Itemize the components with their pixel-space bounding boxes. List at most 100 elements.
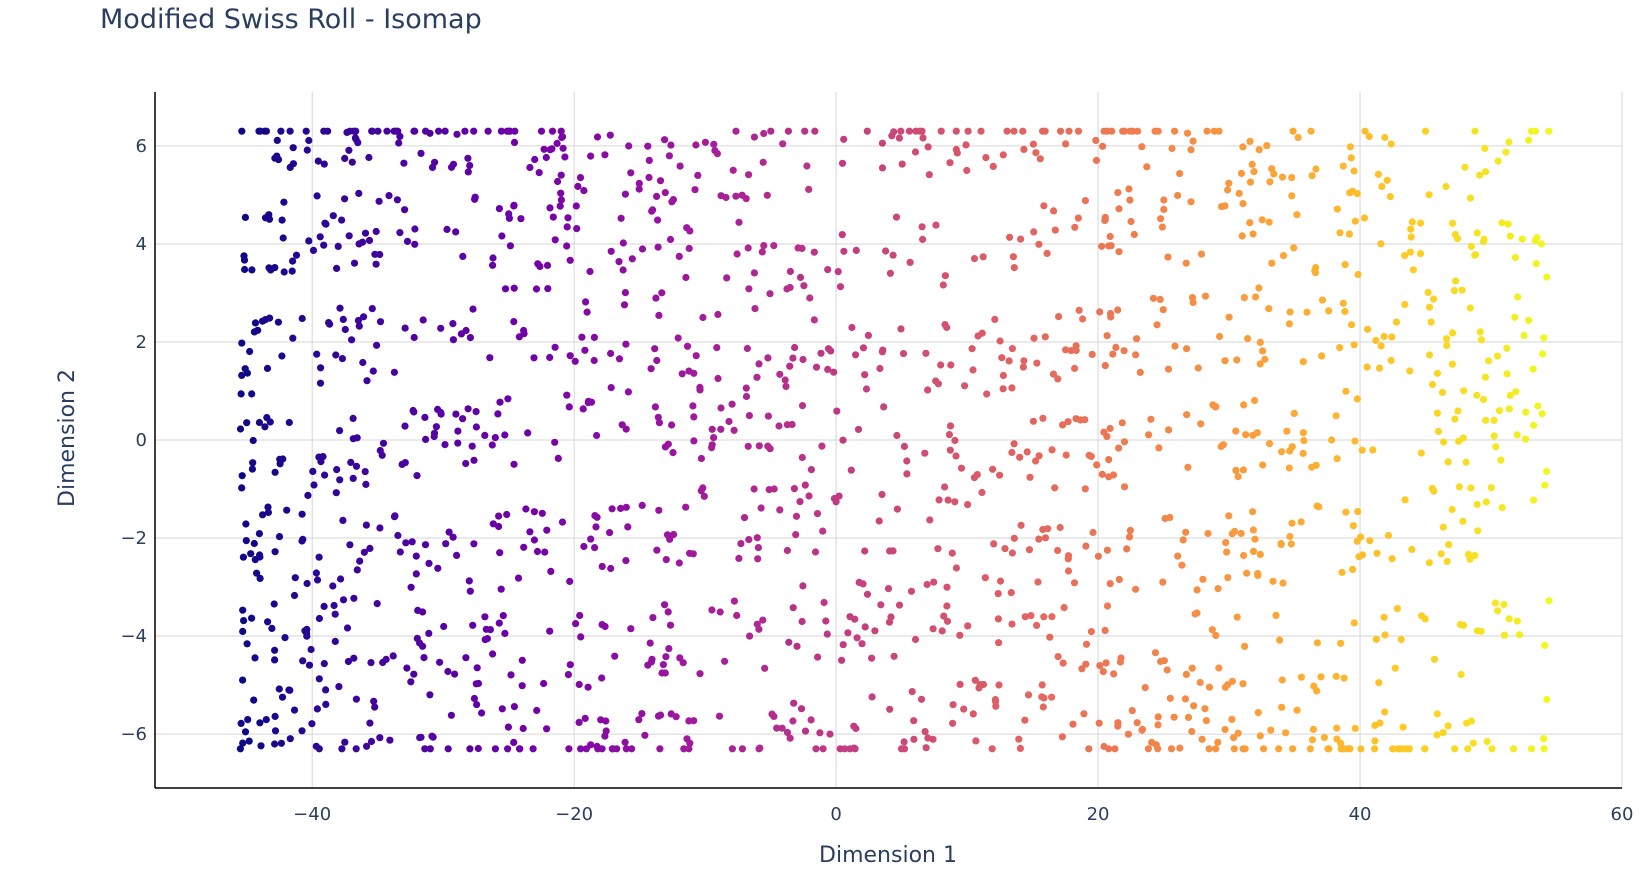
data-point	[1032, 457, 1040, 465]
data-point	[250, 539, 258, 548]
data-point	[1498, 219, 1506, 227]
data-point	[656, 177, 665, 185]
data-point	[1120, 347, 1128, 355]
data-point	[659, 661, 668, 669]
data-point	[489, 254, 497, 262]
data-point	[1080, 710, 1088, 718]
data-point	[690, 717, 698, 725]
data-point	[1461, 163, 1469, 171]
data-point	[335, 683, 343, 691]
data-point	[1506, 391, 1514, 399]
data-point	[256, 719, 264, 727]
data-point	[628, 255, 636, 263]
data-point	[1144, 745, 1152, 753]
data-point	[1221, 683, 1229, 691]
data-point	[248, 390, 256, 398]
data-point	[1188, 727, 1196, 736]
data-point	[519, 724, 527, 733]
data-point	[686, 739, 694, 747]
data-point	[1374, 170, 1382, 178]
data-point	[1381, 133, 1389, 142]
data-point	[1062, 346, 1070, 354]
data-point	[1101, 362, 1109, 370]
data-point	[1027, 612, 1035, 620]
data-point	[1163, 666, 1171, 674]
data-point	[1520, 331, 1528, 340]
data-point	[751, 305, 759, 313]
data-point	[903, 457, 911, 465]
data-point	[243, 419, 251, 427]
data-point	[1259, 347, 1267, 355]
data-point	[1318, 352, 1326, 360]
data-point	[1120, 483, 1129, 491]
data-point	[1511, 313, 1519, 321]
data-point	[1016, 744, 1024, 753]
data-point	[1443, 341, 1451, 350]
data-point	[1312, 461, 1320, 469]
data-point	[662, 556, 670, 564]
data-point	[396, 229, 404, 237]
data-point	[469, 621, 477, 629]
data-point	[558, 133, 567, 141]
data-point	[396, 548, 404, 556]
data-point	[1361, 127, 1369, 135]
data-point	[1349, 522, 1357, 530]
data-point	[750, 485, 758, 493]
data-point	[1425, 351, 1434, 359]
data-point	[1425, 303, 1434, 311]
data-point	[789, 604, 797, 612]
data-point	[1339, 162, 1347, 170]
data-point	[755, 360, 763, 368]
data-point	[826, 730, 834, 738]
data-point	[559, 144, 567, 152]
data-point	[1048, 446, 1056, 454]
data-point	[678, 370, 686, 378]
data-point	[449, 336, 457, 344]
data-point	[1406, 367, 1414, 375]
data-point	[1541, 641, 1549, 650]
data-point	[248, 614, 256, 622]
data-point	[846, 613, 854, 621]
data-point	[649, 614, 657, 622]
data-point	[1118, 419, 1126, 427]
data-point	[757, 504, 765, 512]
data-point	[241, 728, 250, 736]
data-point	[728, 745, 737, 753]
data-point	[280, 268, 288, 276]
data-point	[583, 308, 591, 316]
data-point	[343, 624, 352, 632]
data-point	[622, 340, 630, 348]
data-point	[798, 244, 806, 252]
data-point	[1041, 534, 1050, 542]
data-point	[1123, 545, 1131, 553]
data-point	[459, 415, 467, 423]
data-point	[1278, 703, 1286, 711]
data-point	[348, 158, 356, 166]
data-point	[330, 601, 338, 610]
data-point	[454, 439, 462, 447]
data-point	[1279, 252, 1288, 260]
data-point	[1388, 555, 1396, 563]
data-point	[1187, 146, 1195, 154]
data-point	[1039, 525, 1047, 534]
data-point	[937, 127, 945, 135]
data-point	[793, 642, 801, 650]
data-point	[1341, 307, 1349, 316]
data-point	[277, 739, 285, 747]
data-point	[466, 587, 474, 595]
data-point	[1315, 503, 1323, 511]
data-point	[1132, 351, 1140, 359]
data-point	[1290, 244, 1298, 252]
data-point	[510, 138, 519, 146]
data-point	[238, 127, 246, 135]
data-point	[740, 514, 749, 522]
data-point	[313, 576, 322, 584]
data-point	[685, 244, 693, 252]
data-point	[1482, 498, 1490, 506]
data-point	[1458, 286, 1466, 294]
data-point	[1041, 127, 1049, 135]
data-point	[1233, 613, 1241, 621]
data-point	[470, 694, 478, 703]
data-point	[1505, 615, 1513, 623]
